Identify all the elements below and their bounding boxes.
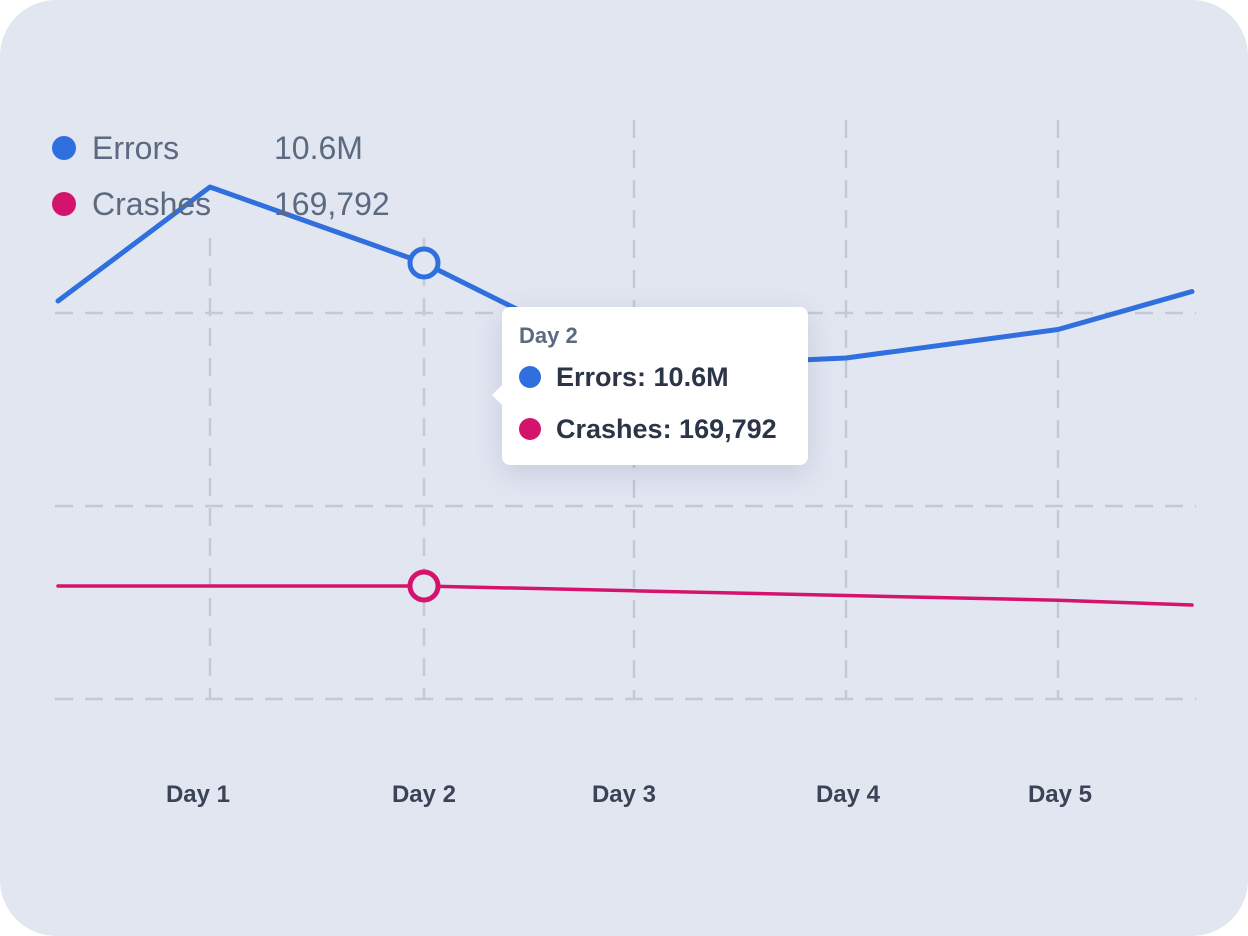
legend: Errors 10.6M Crashes 169,792 xyxy=(52,120,390,232)
series-line-crashes xyxy=(56,584,1194,607)
x-tick-label: Day 5 xyxy=(1028,781,1092,808)
marker-layer xyxy=(407,246,441,603)
highlight-marker-errors xyxy=(407,246,441,280)
errors-dot-icon xyxy=(519,366,541,388)
legend-item-crashes[interactable]: Crashes 169,792 xyxy=(52,176,390,232)
chart-tooltip: Day 2 Errors: 10.6M Crashes: 169,792 xyxy=(492,307,808,465)
legend-label: Crashes xyxy=(92,185,212,222)
x-tick-label: Day 4 xyxy=(816,781,881,808)
tooltip-row-text: Crashes: 169,792 xyxy=(556,413,777,444)
errors-dot-icon xyxy=(52,136,76,160)
tooltip-title: Day 2 xyxy=(519,323,578,348)
legend-item-errors[interactable]: Errors 10.6M xyxy=(52,120,390,176)
tooltip-row-errors: Errors: 10.6M xyxy=(519,351,808,403)
x-tick-label: Day 3 xyxy=(592,781,656,808)
x-tick-label: Day 2 xyxy=(392,781,456,808)
tooltip-row-crashes: Crashes: 169,792 xyxy=(519,403,808,455)
highlight-marker-crashes xyxy=(407,569,441,603)
legend-label: Errors xyxy=(92,129,180,166)
x-tick-label: Day 1 xyxy=(166,781,230,808)
legend-value: 169,792 xyxy=(274,185,390,222)
crashes-dot-icon xyxy=(519,418,541,440)
x-axis-ticks: Day 1 Day 2 Day 3 Day 4 Day 5 xyxy=(166,781,1092,808)
legend-value: 10.6M xyxy=(274,129,363,166)
crashes-dot-icon xyxy=(52,192,76,216)
tooltip-row-text: Errors: 10.6M xyxy=(556,361,729,392)
